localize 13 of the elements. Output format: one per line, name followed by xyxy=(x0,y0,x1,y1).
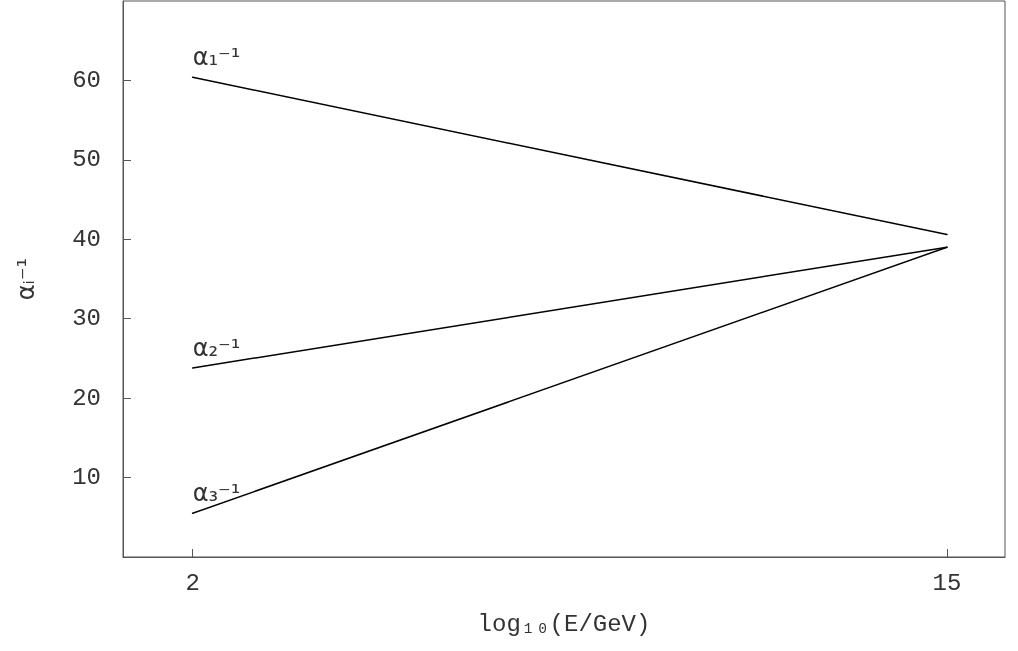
y-tick-label: 40 xyxy=(72,225,101,253)
series-label: α₁⁻¹ xyxy=(192,43,241,72)
y-tick-label: 10 xyxy=(72,464,101,492)
y-tick-label: 20 xyxy=(72,384,101,412)
x-tick-label: 2 xyxy=(185,569,200,597)
y-tick-label: 60 xyxy=(72,66,101,94)
y-axis-title: αᵢ⁻¹ xyxy=(12,257,40,301)
y-tick-label: 50 xyxy=(72,146,101,174)
x-axis-title: log₁₀(E/GeV) xyxy=(477,610,651,638)
x-tick-label: 15 xyxy=(932,569,962,597)
series-label: α₂⁻¹ xyxy=(192,333,241,362)
series-label: α₃⁻¹ xyxy=(192,479,241,508)
y-tick-label: 30 xyxy=(72,305,101,333)
